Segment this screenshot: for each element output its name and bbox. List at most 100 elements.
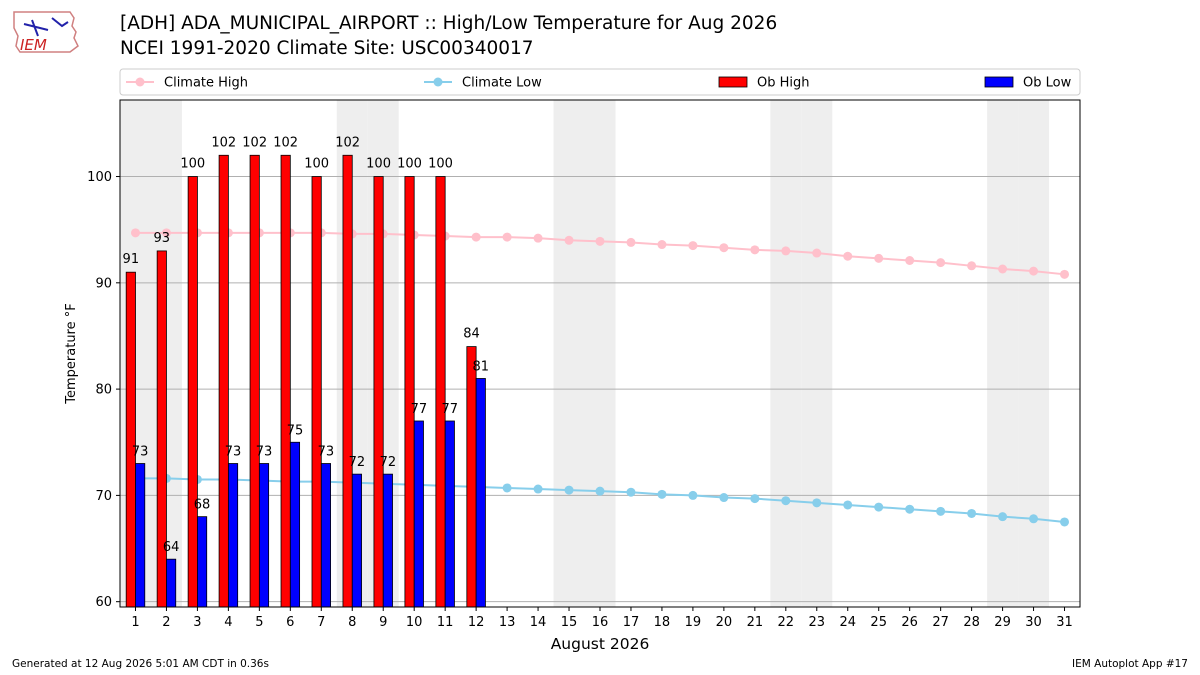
climate-high-point-2	[161, 228, 171, 238]
generated-timestamp: Generated at 12 Aug 2026 5:01 AM CDT in …	[12, 658, 269, 670]
climate-high-point-23	[812, 248, 822, 258]
ob-low-label-7: 73	[318, 445, 335, 460]
climate-low-point-16	[595, 486, 605, 496]
ob-high-bar-7	[311, 176, 322, 608]
climate-high-point-15	[564, 235, 574, 245]
legend-marker-climate-high	[135, 77, 145, 87]
ob-high-bar-1	[125, 271, 136, 608]
x-tick-label-29: 29	[994, 615, 1011, 630]
climate-low-point-17	[626, 487, 636, 497]
chart-subtitle: NCEI 1991-2020 Climate Site: USC00340017	[120, 38, 534, 59]
ob-low-label-3: 68	[194, 498, 211, 513]
legend: Climate High Climate Low Ob High Ob Low	[119, 68, 1081, 96]
ob-low-bar-1	[135, 463, 146, 608]
x-tick-label-5: 5	[255, 615, 263, 630]
ob-low-bar-12	[475, 378, 486, 608]
ob-low-bar-10	[413, 420, 424, 608]
climate-high-point-28	[967, 261, 977, 271]
ob-low-bar-3	[197, 516, 208, 608]
climate-low-point-25	[874, 502, 884, 512]
x-tick-label-1: 1	[131, 615, 139, 630]
legend-frame	[119, 68, 1081, 96]
ob-low-bar-2	[166, 558, 177, 608]
x-tick-label-22: 22	[778, 615, 795, 630]
climate-low-point-27	[936, 506, 946, 516]
climate-low-point-28	[967, 508, 977, 518]
ob-high-label-2: 93	[154, 231, 171, 246]
legend-swatch-ob-low	[984, 76, 1014, 88]
x-tick-label-9: 9	[379, 615, 387, 630]
climate-low-point-22	[781, 496, 791, 506]
legend-label-climate-low: Climate Low	[462, 76, 542, 91]
x-tick-label-2: 2	[162, 615, 170, 630]
y-tick-label-70: 70	[95, 489, 112, 504]
ob-high-bar-5	[249, 154, 260, 608]
legend-swatch-ob-high	[718, 76, 748, 88]
legend-label-climate-high: Climate High	[164, 76, 248, 91]
ob-high-label-11: 100	[428, 157, 453, 172]
ob-low-bar-6	[289, 441, 301, 608]
ob-high-label-7: 100	[304, 157, 329, 172]
ob-low-label-2: 64	[163, 540, 180, 555]
climate-high-point-30	[1029, 266, 1039, 276]
ob-high-label-6: 102	[273, 135, 298, 150]
x-tick-label-25: 25	[870, 615, 887, 630]
ob-high-bar-3	[187, 176, 198, 608]
x-tick-label-30: 30	[1025, 615, 1042, 630]
ob-high-bar-6	[280, 154, 291, 608]
y-axis-label: Temperature °F	[64, 303, 79, 404]
x-tick-label-23: 23	[809, 615, 826, 630]
climate-low-point-31	[1060, 517, 1070, 527]
y-tick-label-80: 80	[95, 383, 112, 398]
x-tick-label-8: 8	[348, 615, 356, 630]
y-tick-label-100: 100	[87, 170, 112, 185]
x-tick-label-10: 10	[406, 615, 423, 630]
climate-low-point-15	[564, 485, 574, 495]
ob-low-bar-11	[444, 420, 455, 608]
weekend-band-22	[770, 100, 802, 607]
x-tick-label-16: 16	[592, 615, 609, 630]
climate-high-point-13	[502, 232, 512, 242]
ob-low-label-10: 77	[411, 402, 428, 417]
ob-low-label-4: 73	[225, 445, 242, 460]
x-tick-label-18: 18	[654, 615, 671, 630]
x-tick-label-27: 27	[932, 615, 949, 630]
x-tick-label-12: 12	[468, 615, 485, 630]
ob-low-label-6: 75	[287, 423, 304, 438]
climate-high-point-25	[874, 253, 884, 263]
weekend-band-16	[584, 100, 616, 607]
ob-low-bar-4	[227, 463, 239, 608]
climate-high-point-22	[781, 246, 791, 256]
climate-high-point-19	[688, 241, 698, 251]
y-tick-label-90: 90	[95, 276, 112, 291]
ob-low-bar-9	[382, 473, 393, 608]
x-tick-label-21: 21	[747, 615, 764, 630]
climate-low-point-24	[843, 500, 853, 510]
ob-high-bar-11	[435, 176, 446, 608]
legend-label-ob-low: Ob Low	[1023, 76, 1072, 91]
ob-low-bar-8	[351, 473, 362, 608]
x-tick-label-19: 19	[685, 615, 702, 630]
climate-low-point-20	[719, 493, 729, 503]
ob-high-bar-12	[466, 346, 477, 608]
climate-high-point-12	[471, 232, 481, 242]
ob-high-bar-4	[218, 154, 229, 608]
ob-low-label-8: 72	[349, 455, 366, 470]
climate-low-point-21	[750, 494, 760, 504]
weekend-band-23	[801, 100, 833, 607]
observed-bars-layer	[125, 154, 486, 608]
climate-high-point-29	[998, 264, 1008, 274]
x-tick-label-15: 15	[561, 615, 578, 630]
ob-high-label-8: 102	[335, 135, 360, 150]
ob-high-label-10: 100	[397, 157, 422, 172]
logo-text: IEM	[20, 36, 47, 54]
x-tick-label-6: 6	[286, 615, 294, 630]
climate-low-point-13	[502, 483, 512, 493]
ob-low-label-11: 77	[442, 402, 459, 417]
ob-low-label-9: 72	[380, 455, 397, 470]
weekend-band-29	[987, 100, 1019, 607]
climate-low-point-29	[998, 512, 1008, 522]
climate-high-point-31	[1060, 269, 1070, 279]
climate-high-point-21	[750, 245, 760, 255]
